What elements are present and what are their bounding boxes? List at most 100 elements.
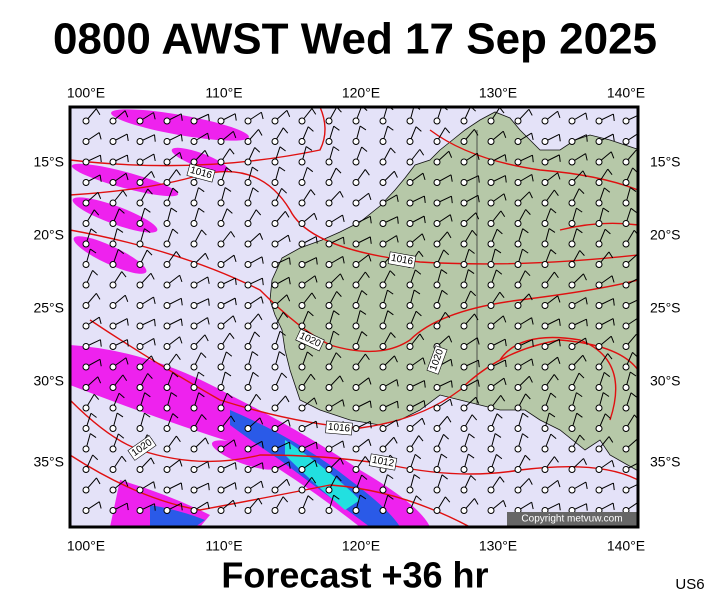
barb-feather xyxy=(124,110,129,118)
barb-feather xyxy=(504,175,507,183)
barb-feather xyxy=(415,126,422,132)
station xyxy=(406,240,414,248)
barb-feather xyxy=(471,414,478,421)
barb-feather xyxy=(548,228,556,233)
station xyxy=(244,220,252,227)
station xyxy=(244,240,252,248)
barb-feather xyxy=(576,207,583,213)
station xyxy=(487,220,495,227)
barb-feather xyxy=(450,380,453,388)
barb-feather xyxy=(232,315,237,323)
station xyxy=(595,281,603,289)
barb-feather xyxy=(387,289,394,295)
barb-feather xyxy=(147,373,153,379)
station xyxy=(163,302,171,309)
station xyxy=(136,343,144,350)
station xyxy=(109,486,117,494)
barb-feather xyxy=(261,462,264,470)
station xyxy=(568,322,576,330)
station xyxy=(217,240,225,248)
barb-feather xyxy=(98,132,102,140)
barb-feather xyxy=(153,134,156,142)
station xyxy=(136,138,144,145)
model-code: US6 xyxy=(675,576,704,593)
station xyxy=(622,138,630,145)
station xyxy=(379,384,387,391)
barb-feather xyxy=(477,175,480,183)
station xyxy=(568,281,576,289)
station xyxy=(568,261,576,268)
station xyxy=(109,199,117,207)
station xyxy=(217,322,225,330)
station xyxy=(406,425,414,432)
barb-feather xyxy=(504,154,507,162)
barb-feather xyxy=(153,481,156,489)
station xyxy=(541,199,549,207)
barb-feather xyxy=(311,292,317,300)
station xyxy=(136,117,144,125)
station xyxy=(271,281,279,289)
barb-feather xyxy=(531,174,534,182)
barb-feather xyxy=(531,358,534,366)
barb-feather xyxy=(553,271,559,279)
barb-feather xyxy=(179,152,183,160)
barb-feather xyxy=(603,187,611,193)
barb-feather xyxy=(579,434,585,441)
station xyxy=(163,138,171,145)
barb-feather xyxy=(122,374,128,382)
station xyxy=(271,158,279,166)
lat-label: 30°S xyxy=(650,373,681,389)
barb-feather xyxy=(307,126,314,132)
barb-feather xyxy=(180,298,183,306)
station xyxy=(487,179,495,186)
station xyxy=(298,302,306,309)
station xyxy=(406,281,414,289)
barb-feather xyxy=(279,330,286,336)
station xyxy=(190,261,198,268)
barb-feather xyxy=(585,319,588,327)
barb-feather xyxy=(124,295,129,302)
barb-feather xyxy=(630,392,637,398)
station xyxy=(433,179,441,186)
isobar-label: 1016 xyxy=(186,163,216,183)
barb-feather xyxy=(550,249,557,255)
station xyxy=(82,302,90,309)
station xyxy=(514,179,522,186)
barb-feather xyxy=(288,461,291,469)
station xyxy=(163,384,171,391)
barb-feather xyxy=(207,317,210,325)
barb-feather xyxy=(339,191,344,198)
station xyxy=(595,158,603,166)
barb-feather xyxy=(257,498,263,505)
station xyxy=(217,138,225,145)
barb-feather xyxy=(477,360,480,368)
station xyxy=(298,261,306,268)
station xyxy=(460,199,468,207)
station xyxy=(82,179,90,186)
station xyxy=(271,425,279,432)
barb-feather xyxy=(525,393,531,400)
barb-feather xyxy=(528,191,533,199)
barb-feather xyxy=(342,399,345,407)
station xyxy=(82,322,90,330)
station xyxy=(325,220,333,227)
station xyxy=(568,220,576,227)
barb-feather xyxy=(444,496,451,503)
barb-feather xyxy=(423,380,426,388)
station xyxy=(433,302,441,309)
barb-feather xyxy=(499,107,505,114)
barb-feather xyxy=(443,434,449,440)
barb-feather xyxy=(444,127,451,134)
station xyxy=(244,158,252,166)
station xyxy=(82,117,90,125)
isobar-label-text: 1012 xyxy=(371,455,395,470)
station xyxy=(514,199,522,207)
barb-feather xyxy=(369,216,372,224)
barb-feather xyxy=(502,315,507,323)
barb-feather xyxy=(122,190,128,197)
barb-feather xyxy=(339,273,344,281)
barb-feather xyxy=(200,352,207,358)
barb-feather xyxy=(153,112,156,120)
lat-label: 35°S xyxy=(650,454,681,470)
station xyxy=(460,384,468,391)
